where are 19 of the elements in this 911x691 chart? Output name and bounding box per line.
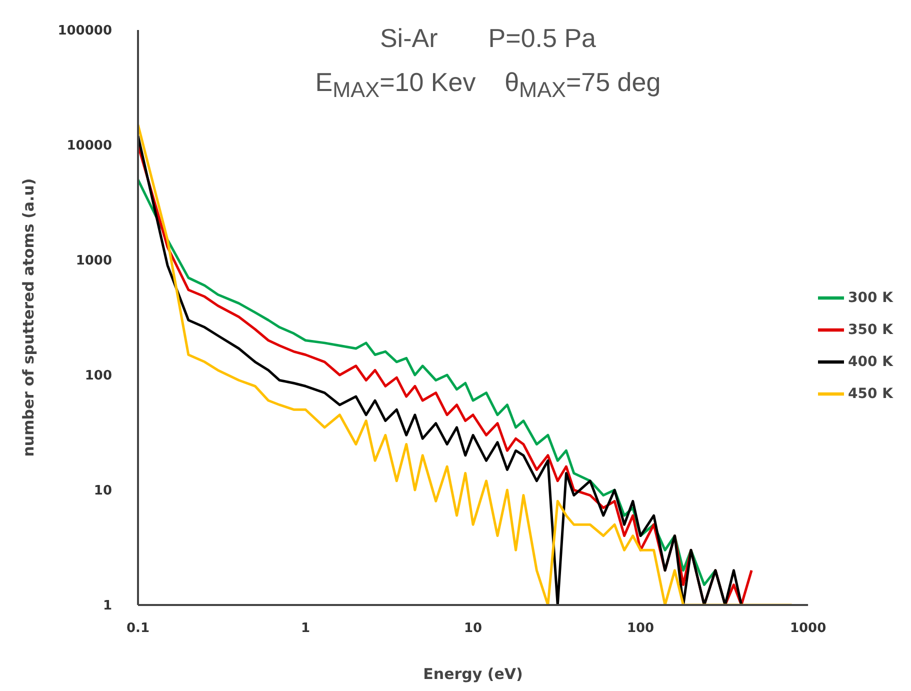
chart-title: Si-Ar P=0.5 Pa xyxy=(378,22,598,55)
x-tick-label: 10 xyxy=(464,621,482,636)
y-tick-label: 100000 xyxy=(58,24,112,39)
legend-label: 450 K xyxy=(848,386,893,402)
legend-label: 300 K xyxy=(848,290,893,306)
y-axis-title: number of sputtered atoms (a.u) xyxy=(19,178,38,457)
y-tick-label: 1 xyxy=(102,598,112,614)
x-tick-label: 0.1 xyxy=(126,621,150,636)
x-tick-label: 100 xyxy=(626,621,654,636)
legend-label: 400 K xyxy=(848,354,893,370)
y-tick-label: 10 xyxy=(94,484,112,499)
y-tick-label: 10000 xyxy=(66,138,112,154)
x-tick-label: 1000 xyxy=(790,621,826,636)
x-tick-label: 1 xyxy=(300,621,310,636)
y-tick-label: 1000 xyxy=(76,254,112,269)
y-tick-label: 100 xyxy=(84,368,112,384)
x-axis-title: Energy (eV) xyxy=(423,665,523,683)
legend-label: 350 K xyxy=(848,322,893,338)
text: E$_{MAX}$=10 Kev θ$_{MAX}$=75 deg xyxy=(314,66,662,104)
